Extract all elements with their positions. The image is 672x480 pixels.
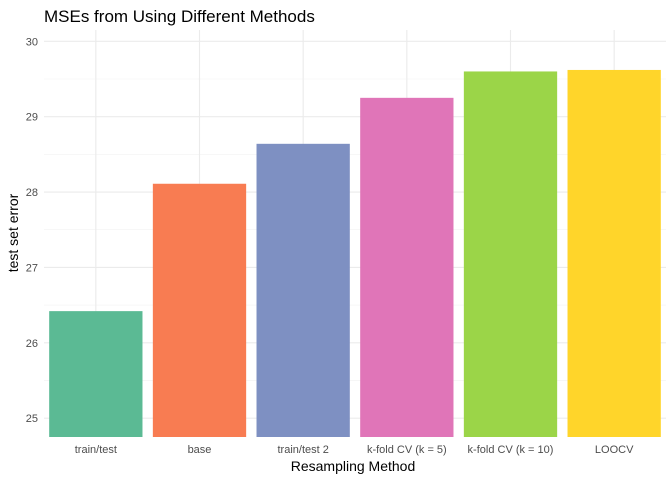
bar-2 (152, 183, 247, 437)
x-tick-label: base (188, 444, 212, 456)
y-tick-label: 29 (26, 112, 38, 124)
y-tick-label: 28 (26, 187, 38, 199)
y-tick-label: 26 (26, 338, 38, 350)
bar-3 (256, 143, 350, 437)
y-tick-label: 30 (26, 36, 38, 48)
y-axis-title: test set error (5, 193, 21, 272)
x-tick-label: k-fold CV (k = 10) (468, 444, 554, 456)
bar-1 (49, 311, 143, 437)
bar-5 (463, 71, 558, 437)
chart-title: MSEs from Using Different Methods (44, 7, 315, 26)
x-tick-label: LOOCV (595, 444, 634, 456)
y-axis-ticks: 25 26 27 28 29 30 (26, 36, 38, 425)
x-tick-label: train/test 2 (277, 444, 328, 456)
bars (49, 69, 661, 438)
x-axis-title: Resampling Method (291, 458, 416, 474)
x-axis-ticks: train/test base train/test 2 k-fold CV (k =… (75, 444, 634, 456)
y-tick-label: 27 (26, 262, 38, 274)
x-tick-label: train/test (75, 444, 117, 456)
x-tick-label: k-fold CV (k = 5) (367, 444, 447, 456)
y-tick-label: 25 (26, 413, 38, 425)
bar-4 (360, 97, 454, 437)
bar-6 (567, 69, 661, 438)
